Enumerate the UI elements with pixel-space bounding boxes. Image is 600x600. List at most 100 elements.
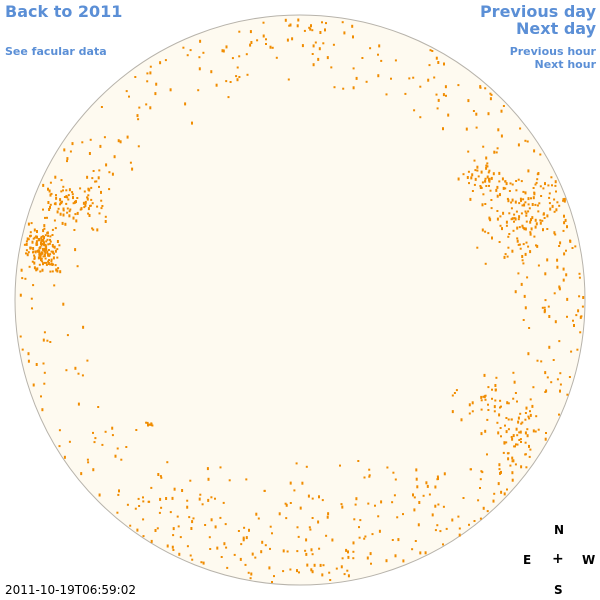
facula-speck — [96, 228, 99, 232]
facula-speck — [329, 579, 332, 581]
facula-speck — [73, 200, 76, 204]
facula-speck — [517, 218, 520, 221]
facula-speck — [68, 214, 71, 218]
facula-speck — [515, 180, 518, 182]
facula-speck — [67, 198, 70, 201]
facula-speck — [120, 458, 123, 461]
facula-speck — [333, 86, 336, 89]
facula-speck — [154, 92, 157, 96]
facula-speck — [246, 73, 249, 76]
facula-speck — [445, 94, 447, 97]
facula-speck — [76, 197, 79, 199]
facula-speck — [474, 177, 477, 181]
facula-speck — [486, 175, 489, 179]
facula-speck — [377, 515, 380, 518]
facula-speck — [71, 142, 74, 146]
facula-speck — [525, 241, 528, 244]
facula-speck — [514, 200, 517, 204]
facula-speck — [556, 265, 559, 269]
next-hour-link[interactable]: Next hour — [534, 58, 597, 71]
facula-speck — [458, 533, 461, 537]
facula-speck — [54, 175, 57, 179]
facula-speck — [228, 479, 231, 482]
facula-speck — [45, 261, 48, 264]
facula-speck — [47, 249, 50, 251]
facula-speck — [39, 253, 42, 256]
facula-speck — [528, 417, 531, 420]
facula-speck — [357, 460, 360, 462]
facula-speck — [227, 96, 230, 99]
facula-speck — [422, 494, 425, 497]
facula-speck — [568, 376, 571, 378]
facula-speck — [264, 544, 267, 547]
facula-speck — [289, 481, 292, 485]
facula-speck — [206, 467, 209, 471]
facula-speck — [23, 243, 26, 246]
facula-speck — [498, 171, 501, 175]
facula-speck — [496, 185, 499, 189]
facula-speck — [368, 475, 371, 478]
facula-speck — [511, 460, 514, 463]
facula-speck — [480, 432, 483, 436]
facula-speck — [317, 57, 320, 61]
facula-speck — [149, 65, 152, 68]
facula-speck — [33, 228, 36, 232]
facula-speck — [535, 244, 537, 247]
facula-speck — [82, 325, 85, 329]
facula-speck — [47, 243, 50, 246]
facula-speck — [366, 556, 369, 560]
facula-speck — [44, 251, 47, 255]
facula-speck — [394, 59, 397, 62]
facula-speck — [245, 478, 248, 481]
see-facular-data-link[interactable]: See facular data — [5, 45, 107, 58]
facula-speck — [581, 305, 584, 308]
facula-speck — [483, 395, 486, 399]
facula-speck — [477, 499, 480, 502]
previous-day-link[interactable]: Previous day — [479, 2, 596, 21]
facula-speck — [66, 157, 69, 161]
facula-speck — [56, 256, 59, 259]
facula-speck — [495, 376, 498, 379]
facula-speck — [49, 238, 51, 241]
facula-speck — [511, 456, 514, 460]
previous-hour-link[interactable]: Previous hour — [509, 45, 596, 58]
facula-speck — [54, 264, 57, 267]
facula-speck — [544, 437, 547, 441]
back-to-year-link[interactable]: Back to 2011 — [5, 2, 123, 21]
facula-speck — [53, 245, 56, 249]
facula-speck — [44, 234, 47, 237]
facula-speck — [50, 258, 53, 261]
facula-speck — [306, 563, 309, 567]
facula-speck — [519, 412, 522, 415]
facula-speck — [28, 265, 31, 268]
facula-speck — [53, 219, 56, 222]
facula-speck — [262, 21, 265, 24]
facula-speck — [445, 527, 448, 530]
facula-speck — [325, 534, 328, 537]
facula-speck — [148, 423, 151, 426]
facula-speck — [27, 251, 30, 254]
facula-speck — [62, 185, 65, 188]
facula-speck — [467, 150, 470, 153]
facula-speck — [221, 49, 224, 53]
facula-speck — [518, 202, 521, 205]
facula-speck — [468, 412, 471, 415]
facula-speck — [503, 255, 506, 259]
facula-speck — [527, 197, 530, 201]
facula-speck — [60, 190, 63, 193]
facula-speck — [56, 240, 59, 243]
facula-speck — [532, 386, 535, 389]
facula-speck — [510, 201, 513, 204]
facula-speck — [33, 257, 36, 260]
facula-speck — [500, 435, 502, 438]
facula-speck — [25, 252, 27, 255]
facula-speck — [160, 506, 163, 509]
next-day-link[interactable]: Next day — [516, 19, 596, 38]
facula-speck — [38, 247, 41, 250]
facula-speck — [434, 485, 437, 489]
facula-speck — [511, 249, 514, 253]
facula-speck — [457, 515, 460, 518]
facula-speck — [504, 253, 507, 256]
facula-speck — [86, 175, 89, 179]
facula-speck — [517, 416, 520, 420]
